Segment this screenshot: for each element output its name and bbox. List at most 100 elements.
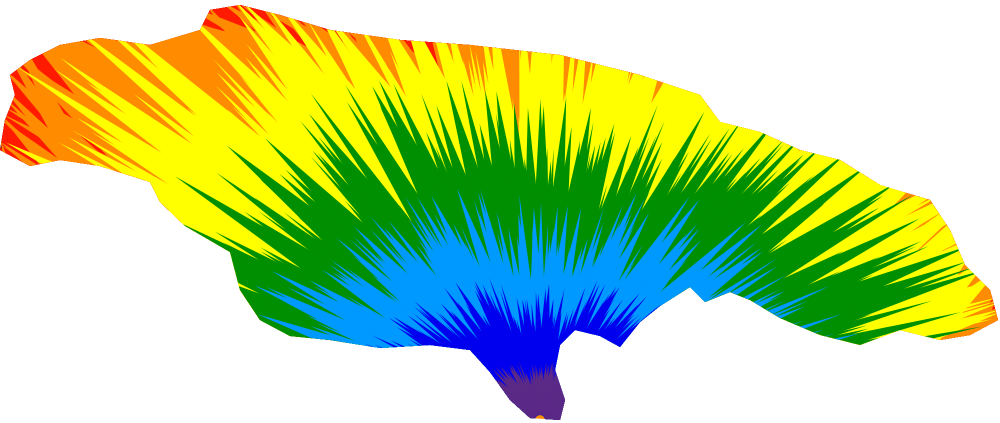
color-spike (544, 343, 684, 418)
color-spike (544, 347, 675, 418)
color-spike (209, 410, 535, 420)
color-spike (253, 409, 535, 420)
color-spike (544, 374, 675, 419)
color-spike (417, 415, 535, 420)
color-spike (545, 410, 696, 420)
color-spike (544, 338, 869, 419)
color-spike (320, 410, 535, 420)
color-spike (545, 412, 705, 420)
color-spike (545, 395, 763, 420)
color-spike (544, 385, 705, 419)
color-spike (545, 392, 998, 420)
color-spike (0, 377, 535, 420)
color-spike (0, 385, 535, 420)
color-spike (0, 398, 535, 420)
color-spike (544, 350, 722, 419)
color-spike (545, 403, 719, 420)
color-spike (545, 404, 776, 420)
color-spike (64, 340, 536, 420)
color-spike (545, 415, 727, 420)
color-spike (458, 418, 535, 420)
color-spike (0, 411, 535, 420)
color-spike (371, 408, 535, 420)
color-spike (544, 320, 803, 419)
color-spike (358, 399, 535, 420)
color-spike (473, 416, 535, 420)
color-spike (215, 390, 535, 420)
color-spike (544, 396, 705, 420)
color-spike (544, 359, 677, 418)
color-spike (321, 407, 535, 420)
color-spike (544, 359, 901, 420)
color-spike (486, 417, 535, 420)
color-spike (316, 402, 535, 420)
color-spike (544, 353, 699, 418)
color-spike (545, 385, 998, 420)
color-spike (545, 379, 998, 420)
color-spike (544, 323, 712, 418)
color-spike (544, 342, 922, 419)
color-spike (544, 348, 998, 420)
color-spike (544, 363, 979, 420)
color-spike (545, 399, 965, 420)
color-spike (545, 384, 919, 420)
color-spike (544, 332, 912, 419)
color-spike (93, 365, 536, 420)
color-spike (544, 346, 998, 420)
color-spike (544, 328, 869, 419)
color-spike (0, 364, 535, 420)
color-spike (0, 345, 535, 420)
color-spike (544, 367, 979, 420)
color-spike (545, 405, 998, 420)
color-spike (544, 333, 805, 419)
color-spike (545, 383, 998, 420)
color-spike (544, 355, 979, 420)
color-spike (544, 325, 868, 419)
color-spike (0, 399, 535, 420)
color-spike (545, 378, 998, 420)
color-spike (152, 371, 536, 420)
color-spike (105, 404, 535, 420)
color-spike (544, 343, 998, 420)
color-spike (544, 331, 998, 420)
color-spike (544, 315, 761, 418)
color-spike (482, 418, 535, 420)
color-spike (544, 386, 713, 419)
color-spike (545, 337, 998, 420)
color-spike (544, 360, 885, 420)
color-spike (544, 388, 685, 419)
color-spike (180, 402, 535, 420)
color-spike (544, 375, 807, 420)
color-spike (545, 411, 816, 420)
color-spike (544, 342, 982, 420)
color-spike (71, 400, 536, 420)
color-spike (545, 412, 682, 420)
color-spike (544, 331, 798, 419)
color-spike (0, 341, 536, 420)
color-spike (544, 330, 762, 418)
color-spike (544, 370, 706, 419)
color-spike (545, 408, 998, 420)
color-spike (544, 362, 851, 419)
color-spike (279, 379, 536, 420)
color-spike (417, 410, 535, 420)
color-spike (0, 351, 535, 420)
color-spike (545, 384, 998, 420)
color-spike (109, 387, 536, 420)
color-spike (0, 356, 535, 420)
color-spike (0, 346, 536, 420)
color-spike (545, 364, 998, 420)
color-spike (79, 374, 535, 420)
color-spike (545, 350, 998, 420)
color-spike (544, 345, 731, 418)
color-spike (0, 391, 535, 420)
color-spike (544, 363, 693, 419)
color-spike (544, 359, 689, 418)
color-spike (389, 405, 535, 420)
color-spike (137, 345, 536, 419)
color-spike (276, 401, 535, 420)
color-spike (0, 358, 535, 420)
color-spike (388, 415, 535, 420)
color-spike (544, 332, 998, 420)
